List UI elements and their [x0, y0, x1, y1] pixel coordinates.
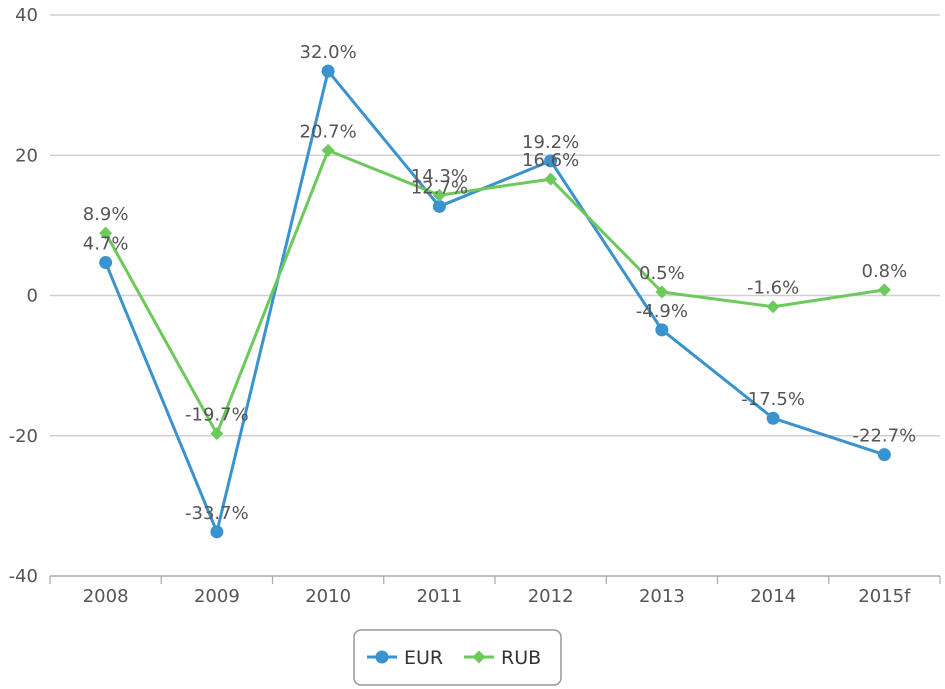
x-tick-label: 2014: [750, 586, 796, 607]
data-point-rub[interactable]: [877, 283, 891, 297]
data-point-eur[interactable]: [432, 199, 446, 213]
data-point-eur[interactable]: [766, 411, 780, 425]
data-point-rub[interactable]: [99, 226, 113, 240]
y-tick-label: -20: [9, 426, 38, 447]
x-tick-label: 2015f: [858, 586, 911, 607]
legend-label-eur: EUR: [404, 647, 443, 669]
y-tick-label: -40: [9, 566, 38, 587]
data-label-rub: 0.8%: [862, 261, 908, 282]
y-axis: 40 20 0 -20 -40: [9, 5, 38, 587]
data-label-rub: 16.6%: [522, 150, 579, 171]
x-tick-label: 2008: [83, 586, 129, 607]
data-point-eur[interactable]: [877, 448, 891, 462]
data-point-eur[interactable]: [655, 323, 669, 337]
data-label-eur: -33.7%: [185, 503, 249, 524]
legend-marker-circle: [375, 650, 389, 664]
data-label-rub: 20.7%: [300, 121, 357, 142]
data-label-eur: 4.7%: [83, 234, 129, 255]
series-line-eur: [104, 69, 885, 534]
data-label-rub: 8.9%: [83, 204, 129, 225]
data-point-rub[interactable]: [766, 300, 780, 314]
legend[interactable]: EUR RUB: [353, 629, 562, 686]
data-point-eur[interactable]: [210, 525, 224, 539]
legend-item-rub[interactable]: RUB: [464, 647, 541, 669]
data-point-rub[interactable]: [655, 285, 669, 299]
data-label-eur: 12.7%: [411, 177, 468, 198]
legend-item-eur[interactable]: EUR: [367, 647, 443, 669]
data-label-eur: 32.0%: [300, 42, 357, 63]
x-tick-label: 2009: [194, 586, 240, 607]
data-labels: 4.7% -33.7% 32.0% 12.7% 19.2% -4.9% -17.5% -22.…: [83, 42, 916, 524]
data-label-rub: 14.3%: [411, 166, 468, 187]
data-label-rub: -19.7%: [185, 405, 249, 426]
data-point-eur[interactable]: [321, 64, 335, 78]
data-point-rub[interactable]: [432, 188, 446, 202]
data-point-rub[interactable]: [321, 143, 335, 157]
data-label-eur: -22.7%: [853, 426, 917, 447]
y-tick-label: 40: [15, 5, 38, 26]
data-point-rub[interactable]: [544, 172, 558, 186]
x-tick-label: 2012: [528, 586, 574, 607]
legend-box: [353, 629, 562, 686]
x-axis: 2008 2009 2010 2011 2012 2013 2014 2015f: [49, 576, 941, 607]
y-gridlines: [50, 14, 940, 577]
data-label-eur: -4.9%: [636, 301, 688, 322]
data-label-eur: -17.5%: [741, 389, 805, 410]
x-tick-label: 2010: [305, 586, 351, 607]
series-line-rub: [104, 148, 885, 436]
data-label-rub: -1.6%: [747, 278, 799, 299]
y-tick-label: 20: [15, 145, 38, 166]
y-tick-label: 0: [27, 286, 38, 307]
legend-marker-diamond: [472, 650, 486, 664]
legend-label-rub: RUB: [501, 647, 541, 669]
data-label-rub: 0.5%: [639, 263, 685, 284]
x-tick-label: 2013: [639, 586, 685, 607]
data-point-eur[interactable]: [99, 256, 113, 270]
series-layer: [99, 64, 891, 539]
x-tick-label: 2011: [416, 586, 462, 607]
data-point-eur[interactable]: [544, 154, 558, 168]
data-label-eur: 19.2%: [522, 132, 579, 153]
data-point-rub[interactable]: [210, 427, 224, 441]
